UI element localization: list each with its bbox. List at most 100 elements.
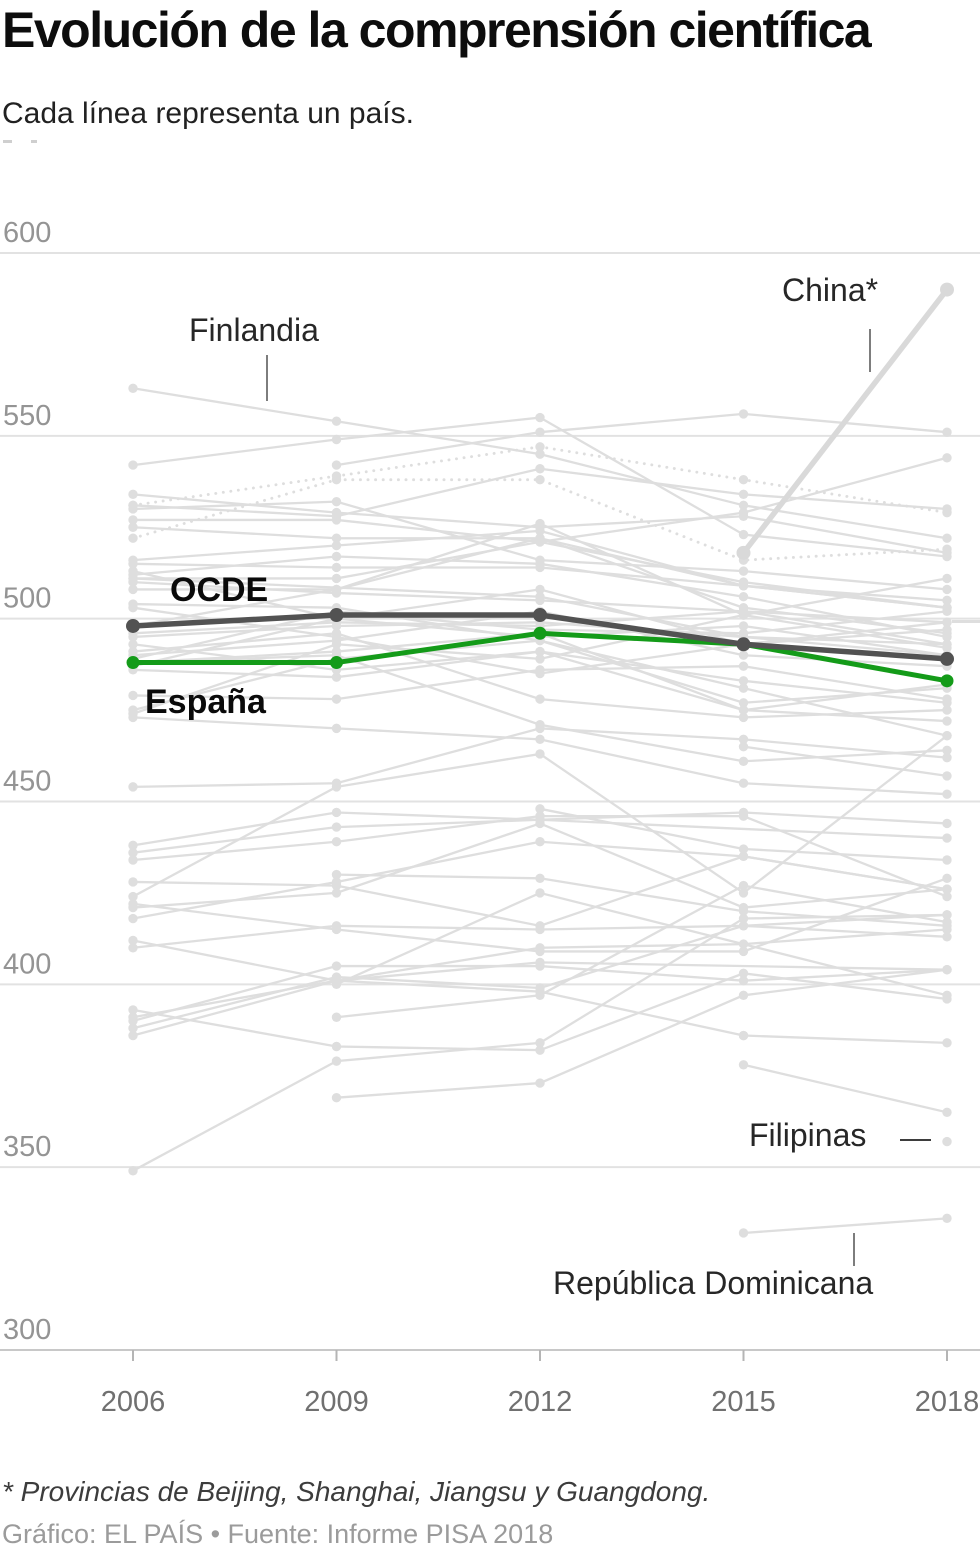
data-point [535,1045,545,1055]
data-point [533,608,547,623]
data-point [738,409,749,419]
clipped-text-artifact [31,140,37,143]
data-point [738,489,749,500]
data-point [535,475,545,485]
y-axis-tick-label: 400 [3,948,51,980]
data-point [331,639,342,649]
clipped-text-artifact [3,140,12,143]
label-espana: España [145,683,266,721]
country-line [743,1034,948,1044]
data-point [738,844,749,854]
data-point [331,782,342,792]
data-point [736,545,751,560]
data-point [128,891,138,902]
country-line [741,287,950,555]
data-point [331,694,342,704]
y-axis-tick-label: 500 [3,583,51,615]
data-point [128,935,138,946]
data-point [942,705,952,715]
y-axis-tick-label: 450 [3,766,51,798]
data-point [128,847,138,858]
data-point [535,990,545,1001]
data-point [331,807,342,818]
data-point [535,873,545,883]
data-point [128,522,138,532]
data-point [738,1228,749,1238]
data-point [331,434,342,445]
data-point [128,489,138,500]
data-point [331,888,342,898]
data-point [331,621,342,631]
chart-subtitle: Cada línea representa un país. [2,97,414,130]
data-point [330,656,343,670]
x-axis-year-label: 2012 [508,1386,573,1418]
data-point [942,544,952,554]
x-axis-year-label: 2015 [711,1386,776,1418]
data-point [331,961,342,971]
cropped-line-artifact [952,620,980,623]
data-point [128,902,138,913]
data-point [942,1038,952,1048]
data-point [331,672,342,682]
data-point [535,811,545,821]
data-point [942,453,952,463]
data-point [331,562,342,573]
data-point [535,818,545,829]
data-point [128,1166,138,1176]
data-point [331,1041,342,1052]
data-point [331,1012,342,1022]
data-point [535,654,545,664]
data-point [942,873,952,883]
data-point [128,559,138,569]
data-point [738,1060,749,1070]
data-point [738,778,749,788]
label-republica-dominicana: República Dominicana [553,1265,874,1301]
data-point [128,383,138,393]
data-point [738,475,749,485]
data-point [738,705,749,715]
data-point [331,496,342,507]
data-point [942,745,952,756]
data-point [535,464,545,474]
data-point [738,851,749,862]
data-point [533,626,547,640]
data-point [940,651,954,666]
data-point [942,771,952,781]
data-point [331,584,342,595]
x-axis-year-label: 2018 [915,1386,980,1418]
data-point [331,1056,342,1066]
data-point [736,637,751,652]
country-line [132,387,948,540]
data-point [738,921,749,931]
data-point [535,694,545,704]
data-point [942,910,952,920]
x-axis-year-label: 2006 [101,1386,166,1418]
country-line [336,968,948,1099]
data-point [128,515,138,525]
data-point [331,460,342,470]
data-point [738,628,749,638]
label-china: China* [782,272,879,308]
data-point [128,584,138,595]
data-point [535,837,545,847]
data-point [331,979,342,990]
data-point [535,749,545,759]
data-point [535,665,545,675]
data-point [128,877,138,887]
data-point [738,650,749,660]
credit: Gráfico: EL PAÍS • Fuente: Informe PISA … [2,1519,554,1549]
data-point [128,913,138,924]
data-point [128,632,138,642]
data-point [535,449,545,459]
country-line [336,412,948,467]
data-point [331,533,342,543]
country-line [132,979,744,1037]
data-point [942,1107,952,1118]
data-point [942,628,952,638]
data-point [535,723,545,734]
data-point [128,460,138,470]
y-axis-tick-label: 350 [3,1131,51,1163]
data-point [942,606,952,617]
